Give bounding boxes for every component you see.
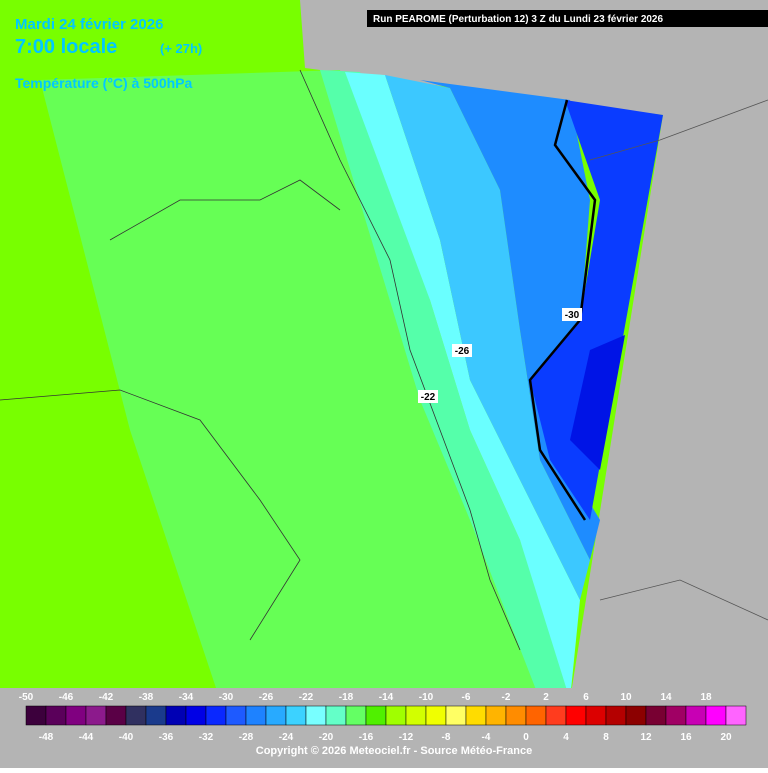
scale-label: -10 bbox=[419, 692, 434, 703]
copyright: Copyright © 2026 Meteociel.fr - Source M… bbox=[256, 745, 532, 757]
scale-swatch bbox=[485, 705, 507, 726]
scale-swatch bbox=[545, 705, 567, 726]
field-lightblue bbox=[385, 75, 590, 600]
scale-label: -18 bbox=[339, 692, 354, 703]
scale-swatch bbox=[505, 705, 527, 726]
scale-label: -2 bbox=[502, 692, 511, 703]
scale-label: -8 bbox=[442, 732, 451, 743]
lead: (+ 27h) bbox=[160, 41, 202, 56]
scale-label: 18 bbox=[700, 692, 712, 703]
scale-swatch bbox=[105, 705, 127, 726]
scale-label: -28 bbox=[239, 732, 254, 743]
border-line bbox=[599, 579, 768, 621]
scale-swatch bbox=[245, 705, 267, 726]
date: Mardi 24 février 2026 bbox=[15, 16, 163, 33]
contour-label: -26 bbox=[455, 346, 470, 357]
scale-label: -44 bbox=[79, 732, 94, 743]
scale-swatch bbox=[725, 705, 747, 726]
scale-label: 4 bbox=[563, 732, 569, 743]
scale-swatch bbox=[405, 705, 427, 726]
scale-swatch bbox=[465, 705, 487, 726]
run-bar bbox=[367, 10, 768, 27]
run: Run PEAROME (Perturbation 12) 3 Z du Lun… bbox=[373, 14, 663, 25]
scale-label: -4 bbox=[482, 732, 491, 743]
scale-label: -38 bbox=[139, 692, 154, 703]
scale-swatch bbox=[525, 705, 547, 726]
scale-swatch bbox=[345, 705, 367, 726]
scale-label: 20 bbox=[720, 732, 732, 743]
scale-swatch bbox=[585, 705, 607, 726]
scale-swatch bbox=[205, 705, 227, 726]
field: Température (°C) à 500hPa bbox=[15, 75, 193, 91]
contour-label-bg bbox=[452, 344, 472, 357]
scale-swatch bbox=[665, 705, 687, 726]
scale-swatch bbox=[305, 705, 327, 726]
scale-label: -26 bbox=[259, 692, 274, 703]
scale-swatch bbox=[185, 705, 207, 726]
scale-swatch bbox=[625, 705, 647, 726]
scale-label: -40 bbox=[119, 732, 134, 743]
contour-label: -22 bbox=[421, 392, 436, 403]
scale-label: -6 bbox=[462, 692, 471, 703]
legend: -50 -46 -42 -38 -34 -30 -26 -22 -18 -14 -10 -6 -2 2 6 1… bbox=[19, 692, 747, 743]
scale-swatch bbox=[45, 705, 67, 726]
scale-swatch bbox=[565, 705, 587, 726]
field-darkblue bbox=[570, 335, 625, 470]
time: 7:00 locale bbox=[15, 36, 117, 58]
field-cyan bbox=[345, 72, 580, 700]
contour-label-bg bbox=[562, 308, 582, 321]
scale-swatch bbox=[425, 705, 447, 726]
scale-swatch bbox=[705, 705, 727, 726]
scale-swatch bbox=[125, 705, 147, 726]
border-line bbox=[0, 389, 301, 641]
scale-swatch bbox=[645, 705, 667, 726]
scale-label: 12 bbox=[640, 732, 652, 743]
scale-label: 2 bbox=[543, 692, 549, 703]
scale-label: -24 bbox=[279, 732, 294, 743]
scale-swatch bbox=[365, 705, 387, 726]
scale-label: -20 bbox=[319, 732, 334, 743]
scale-label: -16 bbox=[359, 732, 374, 743]
scale-swatch bbox=[145, 705, 167, 726]
scale-label: 14 bbox=[660, 692, 672, 703]
scale-label: -48 bbox=[39, 732, 54, 743]
scale-label: -42 bbox=[99, 692, 114, 703]
scale-label: 6 bbox=[583, 692, 589, 703]
scale-swatch bbox=[165, 705, 187, 726]
scale-swatch bbox=[25, 705, 47, 726]
scale-label: -30 bbox=[219, 692, 234, 703]
scale-label: 8 bbox=[603, 732, 609, 743]
contour-label-bg bbox=[418, 390, 438, 403]
field-aqua bbox=[320, 70, 575, 700]
scale-label: -32 bbox=[199, 732, 214, 743]
scale-label: 10 bbox=[620, 692, 632, 703]
scale-label: -12 bbox=[399, 732, 414, 743]
scale-swatch bbox=[325, 705, 347, 726]
field-green bbox=[40, 70, 570, 700]
border-line bbox=[589, 99, 768, 161]
scale-swatch bbox=[265, 705, 287, 726]
scale-swatch bbox=[225, 705, 247, 726]
scale-label: -50 bbox=[19, 692, 34, 703]
coast-line bbox=[109, 179, 341, 241]
scale-swatch bbox=[385, 705, 407, 726]
scale-label: -36 bbox=[159, 732, 174, 743]
field-deepblue bbox=[530, 100, 663, 520]
field-blue bbox=[420, 80, 600, 560]
scale-label: -22 bbox=[299, 692, 314, 703]
scale-label: 0 bbox=[523, 732, 529, 743]
scale-label: 16 bbox=[680, 732, 692, 743]
scale-label: -14 bbox=[379, 692, 394, 703]
contour-label: -30 bbox=[565, 310, 580, 321]
scale-label: -46 bbox=[59, 692, 74, 703]
scale-swatch bbox=[85, 705, 107, 726]
scale-swatch bbox=[605, 705, 627, 726]
scale-swatch bbox=[285, 705, 307, 726]
scale-swatch bbox=[445, 705, 467, 726]
scale-swatch bbox=[65, 705, 87, 726]
scale-swatch bbox=[685, 705, 707, 726]
scale-label: -34 bbox=[179, 692, 194, 703]
